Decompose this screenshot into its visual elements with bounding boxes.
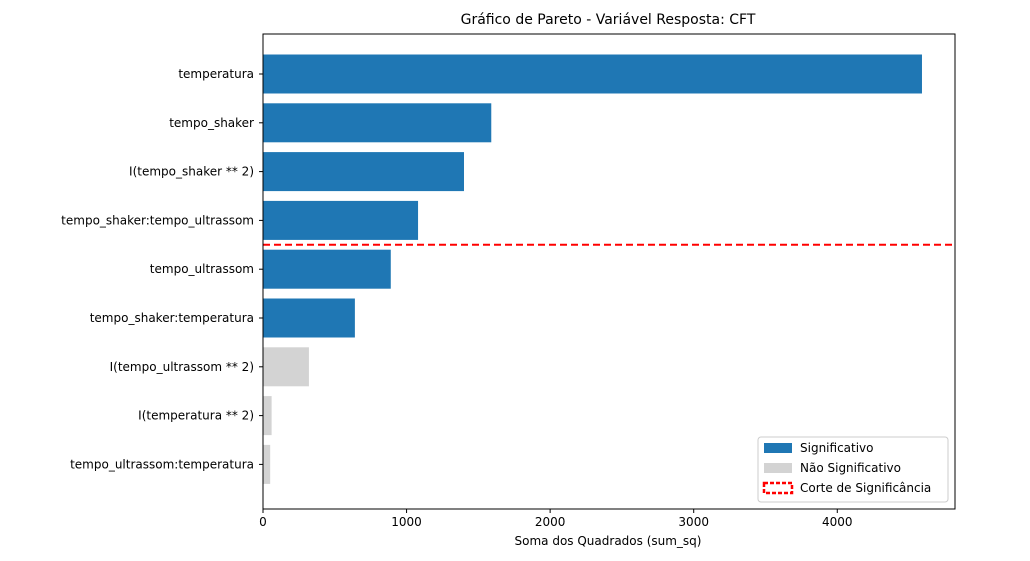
- x-tick-label-4: 4000: [822, 515, 853, 529]
- y-tick-label-4: tempo_ultrassom: [150, 262, 254, 276]
- bar-5: [263, 298, 355, 338]
- y-tick-label-3: tempo_shaker:tempo_ultrassom: [61, 213, 254, 227]
- plot-frame: [262, 33, 956, 510]
- bar-1: [263, 103, 492, 143]
- y-tick-label-1: tempo_shaker: [169, 116, 254, 130]
- bar-3: [263, 200, 419, 240]
- bar-0: [263, 54, 922, 94]
- x-tick-label-3: 3000: [678, 515, 709, 529]
- legend-swatch-2: [762, 481, 794, 495]
- legend-box: [757, 436, 949, 503]
- legend-label-1: Não Significativo: [800, 461, 901, 475]
- x-axis: 0 1000 2000 3000 4000: [259, 509, 853, 529]
- x-tick-label-0: 0: [259, 515, 267, 529]
- y-tick-label-5: tempo_shaker:temperatura: [90, 311, 254, 325]
- x-axis-label: Soma dos Quadrados (sum_sq): [515, 534, 702, 548]
- bar-2: [263, 152, 464, 192]
- bars-layer: [263, 54, 922, 484]
- x-tick-label-1: 1000: [391, 515, 422, 529]
- y-tick-label-8: tempo_ultrassom:temperatura: [70, 457, 254, 471]
- y-tick-label-2: I(tempo_shaker ** 2): [129, 165, 254, 179]
- legend-label-2: Corte de Significância: [800, 481, 931, 495]
- y-tick-label-0: temperatura: [178, 67, 254, 81]
- bar-6: [263, 347, 309, 387]
- chart-title: Gráfico de Pareto - Variável Resposta: C…: [461, 12, 756, 28]
- bar-4: [263, 249, 391, 289]
- legend-swatch-1: [764, 463, 792, 473]
- bar-8: [263, 444, 271, 484]
- legend: Significativo Não Significativo Corte de S…: [757, 436, 949, 503]
- x-tick-label-2: 2000: [535, 515, 566, 529]
- bar-7: [263, 396, 272, 436]
- y-axis: temperatura tempo_shaker I(tempo_shaker **…: [61, 67, 263, 471]
- legend-label-0: Significativo: [800, 441, 874, 455]
- legend-swatch-0: [764, 443, 792, 453]
- y-tick-label-7: I(temperatura ** 2): [138, 409, 254, 423]
- y-tick-label-6: I(tempo_ultrassom ** 2): [110, 360, 254, 374]
